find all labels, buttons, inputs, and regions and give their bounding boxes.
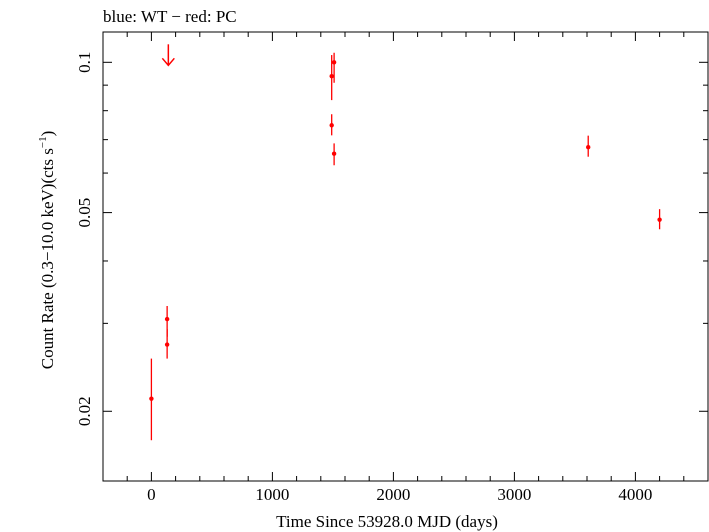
data-point <box>586 145 591 150</box>
axes-layer: 0 1000 2000 3000 4000 0.02 0.05 0.1 <box>75 32 709 504</box>
y-tick-label: 0.02 <box>75 396 94 426</box>
plot-frame <box>102 31 709 482</box>
chart-title: blue: WT − red: PC <box>103 7 237 26</box>
x-tick-label: 2000 <box>376 485 410 504</box>
x-tick-label: 3000 <box>497 485 531 504</box>
y-tick-label: 0.1 <box>75 52 94 73</box>
data-layer <box>149 44 662 441</box>
data-point <box>331 151 337 156</box>
data-point <box>329 73 334 79</box>
x-axis-label: Time Since 53928.0 MJD (days) <box>276 512 498 531</box>
y-axis-label: Count Rate (0.3−10.0 keV)(cts s−1) <box>37 131 57 370</box>
upper-limit-arrow <box>161 44 175 67</box>
data-point <box>164 342 170 347</box>
x-tick-label: 0 <box>147 485 156 504</box>
data-point <box>657 217 662 222</box>
data-point <box>331 60 337 65</box>
upper-limit-head <box>161 57 175 67</box>
x-tick-label: 4000 <box>618 485 652 504</box>
x-tick-label: 1000 <box>255 485 289 504</box>
data-point <box>329 123 334 128</box>
data-point <box>149 396 154 401</box>
data-point <box>164 316 170 322</box>
y-tick-label: 0.05 <box>75 198 94 228</box>
